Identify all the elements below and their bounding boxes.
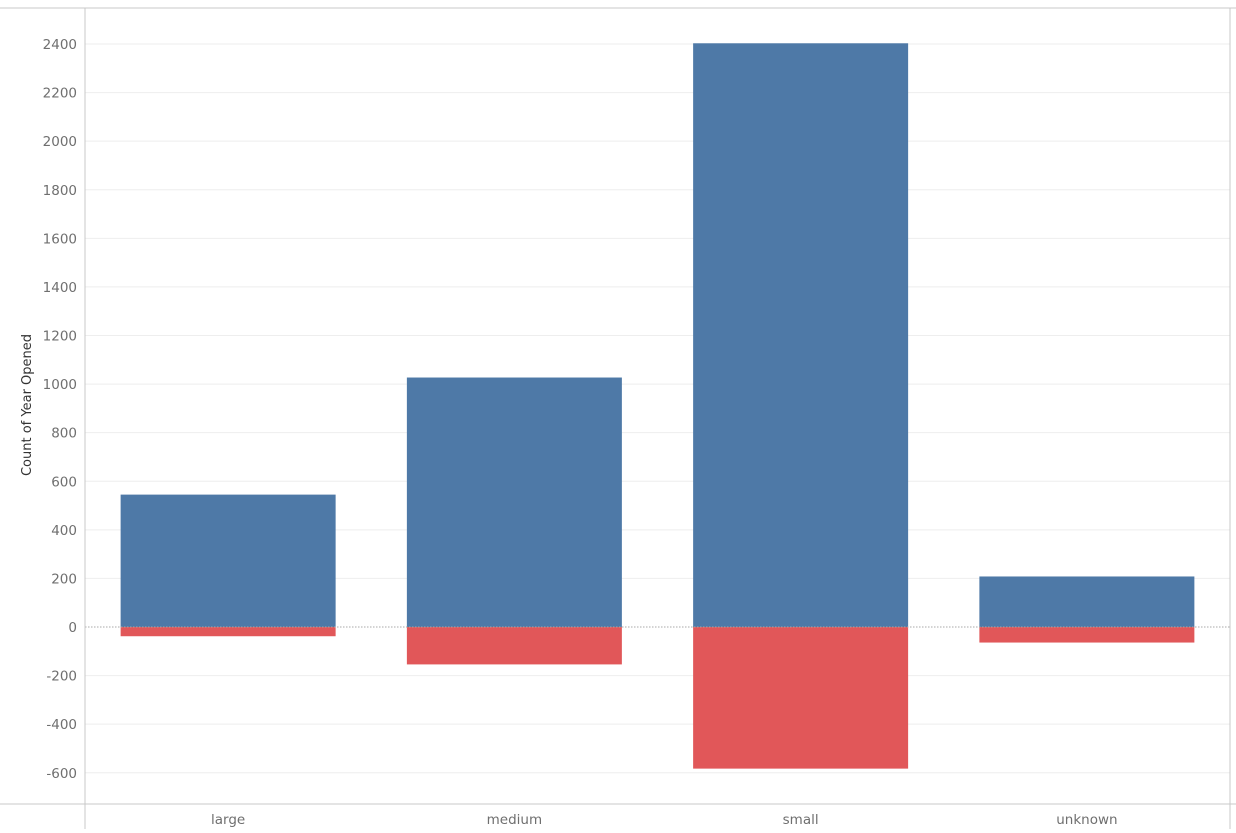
- y-tick-label: 0: [68, 620, 77, 636]
- x-tick-label: large: [211, 812, 245, 828]
- bar-negative-large[interactable]: [120, 627, 336, 637]
- bar-negative-medium[interactable]: [406, 627, 622, 665]
- y-tick-label: 200: [51, 571, 77, 587]
- bars: [120, 43, 1195, 769]
- y-tick-label: 1800: [43, 183, 77, 199]
- bar-positive-medium[interactable]: [406, 377, 622, 627]
- y-tick-label: 2000: [43, 134, 77, 150]
- y-tick-label: -200: [46, 669, 77, 685]
- x-tick-label: unknown: [1056, 812, 1117, 828]
- y-tick-labels: -600 -400 -200 0 200 400 600 800 1000 1200 1400 160…: [43, 37, 77, 782]
- x-tick-labels: large medium small unknown: [211, 812, 1118, 828]
- y-tick-label: 1400: [43, 280, 77, 296]
- bar-positive-small[interactable]: [693, 43, 909, 628]
- y-tick-label: 600: [51, 474, 77, 490]
- y-tick-label: 2200: [43, 86, 77, 102]
- bar-negative-unknown[interactable]: [979, 627, 1195, 643]
- y-tick-label: -600: [46, 766, 77, 782]
- y-tick-label: 1000: [43, 377, 77, 393]
- x-tick-label: small: [783, 812, 819, 828]
- y-axis-title: Count of Year Opened: [20, 334, 35, 476]
- y-tick-label: 800: [51, 426, 77, 442]
- y-tick-label: 1200: [43, 329, 77, 345]
- gridlines: [85, 43, 1230, 774]
- bar-positive-unknown[interactable]: [979, 576, 1195, 627]
- x-tick-label: medium: [487, 812, 542, 828]
- y-tick-label: 1600: [43, 231, 77, 247]
- y-tick-label: -400: [46, 717, 77, 733]
- axes: [0, 7, 1236, 829]
- bar-positive-large[interactable]: [120, 494, 336, 627]
- y-tick-label: 400: [51, 523, 77, 539]
- bar-negative-small[interactable]: [693, 627, 909, 769]
- y-tick-label: 2400: [43, 37, 77, 53]
